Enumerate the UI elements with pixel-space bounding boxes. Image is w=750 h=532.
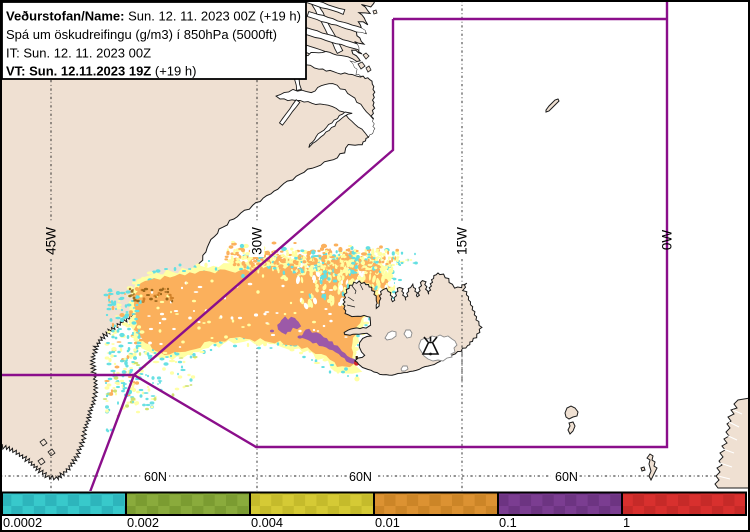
svg-text:0.002: 0.002 xyxy=(127,515,159,530)
svg-text:1: 1 xyxy=(623,515,630,530)
svg-text:15W: 15W xyxy=(455,227,470,255)
svg-text:Spá um öskudreifingu (g/m3) í: Spá um öskudreifingu (g/m3) í 850hPa (50… xyxy=(6,27,277,42)
svg-text:VT: Sun. 12.11.2023 19Z (+19 h: VT: Sun. 12.11.2023 19Z (+19 h) xyxy=(6,64,196,79)
svg-text:0W: 0W xyxy=(660,230,675,251)
svg-text:0.01: 0.01 xyxy=(375,515,400,530)
svg-text:0.1: 0.1 xyxy=(499,515,517,530)
svg-text:60N: 60N xyxy=(144,470,167,484)
svg-text:0.0002: 0.0002 xyxy=(3,515,42,530)
svg-text:IT: Sun. 12. 11. 2023 00Z: IT: Sun. 12. 11. 2023 00Z xyxy=(6,46,151,61)
svg-text:30W: 30W xyxy=(250,227,265,255)
svg-text:0.004: 0.004 xyxy=(251,515,283,530)
svg-text:60N: 60N xyxy=(555,470,578,484)
svg-text:60N: 60N xyxy=(349,470,372,484)
svg-text:Veðurstofan/Name: Sun. 12. 11.: Veðurstofan/Name: Sun. 12. 11. 2023 00Z … xyxy=(6,9,301,24)
svg-text:45W: 45W xyxy=(44,227,59,255)
